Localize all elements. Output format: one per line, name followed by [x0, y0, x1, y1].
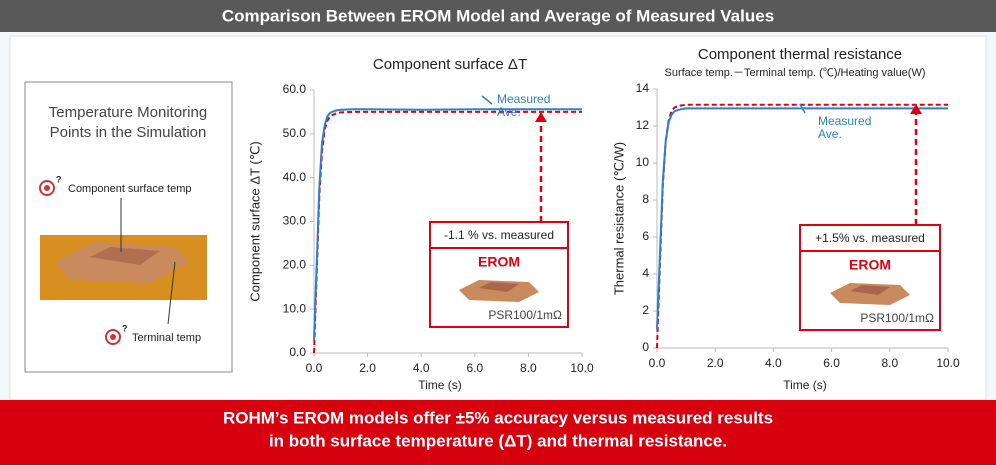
y-tick-label: 60.0 [283, 82, 307, 96]
surface-label: Component surface temp [68, 183, 192, 195]
part-label: PSR100/1mΩ [488, 308, 562, 322]
arrow-head [535, 112, 547, 122]
y-tick-label: 14 [636, 81, 650, 95]
target-icon: ? [39, 174, 62, 196]
y-tick-label: 0.0 [289, 345, 306, 359]
resistor-icon [850, 285, 890, 295]
y-tick-label: 10 [636, 155, 650, 169]
footer-text: ROHM’s EROM models offer ±5% accuracy ve… [223, 408, 773, 427]
x-tick-label: 2.0 [707, 356, 724, 370]
y-tick-label: 8 [642, 192, 649, 206]
resistor-icon [459, 280, 539, 302]
series-line [313, 108, 582, 340]
y-tick-label: 6 [642, 229, 649, 243]
left-panel [24, 81, 233, 373]
y-tick-label: 2 [642, 303, 649, 317]
model-label: EROM [849, 257, 891, 273]
left-title: Temperature Monitoring [49, 104, 207, 121]
y-tick-label: 4 [642, 266, 649, 280]
x-tick-label: 4.0 [413, 361, 430, 375]
annotation-text: -1.1 % vs. measured [444, 228, 554, 242]
x-axis-label: Time (s) [783, 378, 827, 392]
x-tick-label: 10.0 [570, 361, 594, 375]
y-tick-label: 12 [636, 118, 650, 132]
series-line [656, 107, 948, 330]
legend-pointer [799, 103, 806, 114]
x-tick-label: 6.0 [823, 356, 840, 370]
chart-title: Component surface ΔT [373, 56, 527, 73]
x-tick-label: 10.0 [936, 356, 960, 370]
resistor-top [90, 247, 160, 265]
x-tick-label: 2.0 [359, 361, 376, 375]
y-axis-label: Component surface ΔT (℃) [247, 141, 262, 301]
x-axis-label: Time (s) [418, 378, 462, 392]
x-tick-label: 8.0 [881, 356, 898, 370]
model-label: EROM [478, 254, 520, 270]
header-title: Comparison Between EROM Model and Averag… [222, 6, 774, 25]
header-bar [0, 0, 996, 32]
x-tick-label: 8.0 [520, 361, 537, 375]
svg-text:?: ? [122, 323, 128, 333]
y-tick-label: 30.0 [283, 214, 307, 228]
y-tick-label: 0 [642, 340, 649, 354]
part-label: PSR100/1mΩ [860, 311, 934, 325]
resistor-icon [830, 283, 910, 305]
annotation-box [799, 224, 941, 331]
resistor-icon [479, 282, 519, 292]
y-tick-label: 40.0 [283, 170, 307, 184]
legend-label: Measured Ave. [818, 114, 872, 141]
terminal-label: Terminal temp [132, 332, 201, 344]
pointer [167, 261, 176, 325]
footer-text: in both surface temperature (ΔT) and the… [269, 431, 727, 450]
annotation-text: +1.5% vs. measured [815, 231, 925, 245]
x-tick-label: 4.0 [765, 356, 782, 370]
footer-bar [0, 400, 996, 465]
y-axis-label: Thermal resistance (℃/W) [611, 142, 626, 295]
arrow-head [910, 104, 922, 114]
chart-subtitle: Surface temp.－Terminal temp. (℃)/Heating… [664, 67, 925, 79]
x-tick-label: 0.0 [306, 361, 323, 375]
legend-pointer [481, 95, 493, 105]
y-tick-label: 50.0 [283, 126, 307, 140]
annotation-box [429, 221, 569, 328]
left-title: Points in the Simulation [50, 124, 207, 141]
svg-text:?: ? [56, 174, 62, 184]
x-tick-label: 6.0 [466, 361, 483, 375]
chart-title: Component thermal resistance [698, 46, 902, 63]
legend-label: Measured Ave. [497, 92, 551, 119]
y-tick-label: 10.0 [283, 301, 307, 315]
x-tick-label: 0.0 [649, 356, 666, 370]
y-tick-label: 20.0 [283, 258, 307, 272]
target-icon: ? [105, 323, 128, 345]
